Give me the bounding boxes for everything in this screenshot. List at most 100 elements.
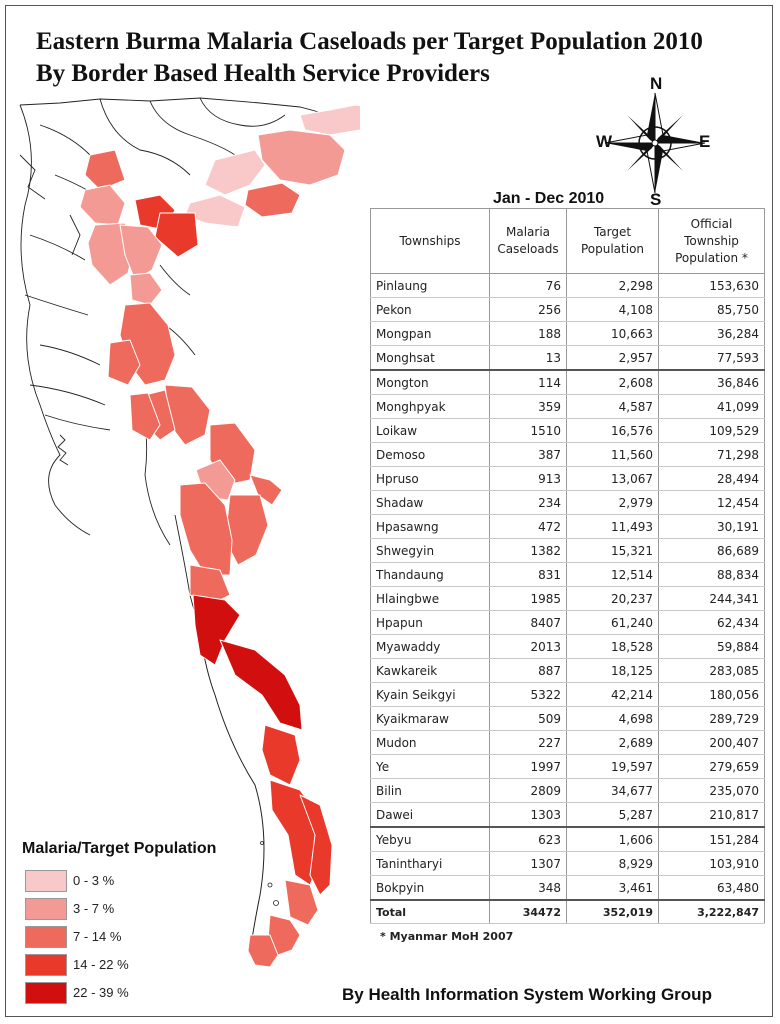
- official-population-cell: 59,884: [658, 634, 765, 659]
- target-population-cell: 42,214: [566, 682, 659, 707]
- official-population-cell: 109,529: [658, 418, 765, 443]
- target-population-cell: 2,979: [566, 490, 659, 515]
- township-name-cell: Kawkareik: [370, 658, 490, 683]
- caseload-cell: 234: [489, 490, 567, 515]
- compass-e: E: [699, 132, 711, 151]
- target-population-cell: 15,321: [566, 538, 659, 563]
- township-name-cell: Thandaung: [370, 562, 490, 587]
- township-shwegyin: [129, 392, 161, 441]
- official-population-cell: 180,056: [658, 682, 765, 707]
- table-row: Kyaikmaraw 509 4,698 289,729: [370, 706, 765, 731]
- table-row: Kawkareik 887 18,125 283,085: [370, 658, 765, 683]
- target-population-cell: 4,698: [566, 706, 659, 731]
- official-population-cell: 85,750: [658, 297, 765, 322]
- target-population-cell: 61,240: [566, 610, 659, 635]
- official-population-cell: 103,910: [658, 851, 765, 876]
- table-body: Pinlaung 76 2,298 153,630 Pekon 256 4,108 85,75…: [370, 273, 765, 924]
- township-name-cell: Hlaingbwe: [370, 586, 490, 611]
- period-label: Jan - Dec 2010: [493, 190, 605, 207]
- caseload-cell: 5322: [489, 682, 567, 707]
- target-population-cell: 3,461: [566, 875, 659, 901]
- target-population-cell: 18,125: [566, 658, 659, 683]
- official-population-cell: 63,480: [658, 875, 765, 901]
- background-boundaries: [19, 97, 331, 656]
- table-row: Pinlaung 76 2,298 153,630: [370, 273, 765, 298]
- caseload-cell: 227: [489, 730, 567, 755]
- target-population-cell: 4,108: [566, 297, 659, 322]
- official-population-cell: 289,729: [658, 706, 765, 731]
- table-row: Myawaddy 2013 18,528 59,884: [370, 634, 765, 659]
- target-population-cell: 8,929: [566, 851, 659, 876]
- township-pinlaung: [79, 184, 126, 226]
- township-name-cell: Hpruso: [370, 466, 490, 491]
- target-population-cell: 2,957: [566, 345, 659, 371]
- target-population-cell: 5,287: [566, 802, 659, 828]
- north-arrow: N S E W: [596, 74, 711, 209]
- official-population-cell: 235,070: [658, 778, 765, 803]
- target-population-cell: 11,560: [566, 442, 659, 467]
- township-name-cell: Kyain Seikgyi: [370, 682, 490, 707]
- township-mawkmai: [129, 272, 163, 306]
- township-name-cell: Hpasawng: [370, 514, 490, 539]
- official-population-cell: 28,494: [658, 466, 765, 491]
- caseload-cell: 387: [489, 442, 567, 467]
- target-population-cell: 12,514: [566, 562, 659, 587]
- table-row: Shadaw 234 2,979 12,454: [370, 490, 765, 515]
- official-population-cell: 71,298: [658, 442, 765, 467]
- official-population-cell: 279,659: [658, 754, 765, 779]
- map-frame: [5, 5, 773, 1017]
- legend-swatch: [25, 926, 67, 948]
- target-population-cell: 352,019: [566, 899, 659, 924]
- township-name-cell: Demoso: [370, 442, 490, 467]
- table-row: Monghpyak 359 4,587 41,099: [370, 394, 765, 419]
- caseload-cell: 13: [489, 345, 567, 371]
- official-population-cell: 30,191: [658, 514, 765, 539]
- caseload-cell: 8407: [489, 610, 567, 635]
- township-thandaung: [107, 339, 141, 386]
- table-row: Hpasawng 472 11,493 30,191: [370, 514, 765, 539]
- col-header-target-population: Target Population: [566, 208, 659, 274]
- caseload-cell: 831: [489, 562, 567, 587]
- township-name-cell: Monghsat: [370, 345, 490, 371]
- table-row: Hlaingbwe 1985 20,237 244,341: [370, 586, 765, 611]
- township-map: [19, 97, 360, 968]
- township-mongpan: [204, 149, 266, 196]
- township-kyain-seikgyi: [299, 794, 333, 896]
- table-row: Shwegyin 1382 15,321 86,689: [370, 538, 765, 563]
- compass-w: W: [596, 132, 613, 151]
- caseload-cell: 34472: [489, 899, 567, 924]
- township-name-cell: Monghpyak: [370, 394, 490, 419]
- table-row: Hpapun 8407 61,240 62,434: [370, 610, 765, 635]
- caseload-cell: 359: [489, 394, 567, 419]
- caseload-cell: 509: [489, 706, 567, 731]
- township-table: Townships Malaria Caseloads Target Popul…: [370, 208, 765, 924]
- table-row: Mongton 114 2,608 36,846: [370, 370, 765, 395]
- township-tanintharyi: [284, 879, 319, 926]
- table-row: Loikaw 1510 16,576 109,529: [370, 418, 765, 443]
- footnote: * Myanmar MoH 2007: [380, 930, 514, 943]
- official-population-cell: 151,284: [658, 827, 765, 852]
- official-population-cell: 88,834: [658, 562, 765, 587]
- target-population-cell: 34,677: [566, 778, 659, 803]
- target-population-cell: 1,606: [566, 827, 659, 852]
- map-subtitle: By Border Based Health Service Providers: [36, 60, 490, 87]
- table-row: Hpruso 913 13,067 28,494: [370, 466, 765, 491]
- township-name-cell: Tanintharyi: [370, 851, 490, 876]
- township-monghpyak: [244, 182, 301, 218]
- table-row: Kyain Seikgyi 5322 42,214 180,056: [370, 682, 765, 707]
- township-name-cell: Myawaddy: [370, 634, 490, 659]
- caseload-cell: 1303: [489, 802, 567, 828]
- caseload-cell: 623: [489, 827, 567, 852]
- township-hpapun: [192, 594, 241, 666]
- township-mese: [249, 474, 283, 506]
- target-population-cell: 19,597: [566, 754, 659, 779]
- official-population-cell: 210,817: [658, 802, 765, 828]
- legend-label: 0 - 3 %: [73, 873, 115, 888]
- caseload-cell: 2809: [489, 778, 567, 803]
- township-name-cell: Shadaw: [370, 490, 490, 515]
- caseload-cell: 114: [489, 370, 567, 395]
- caseload-cell: 913: [489, 466, 567, 491]
- table-row: Mongpan 188 10,663 36,284: [370, 321, 765, 346]
- township-name-cell: Dawei: [370, 802, 490, 828]
- target-population-cell: 2,298: [566, 273, 659, 298]
